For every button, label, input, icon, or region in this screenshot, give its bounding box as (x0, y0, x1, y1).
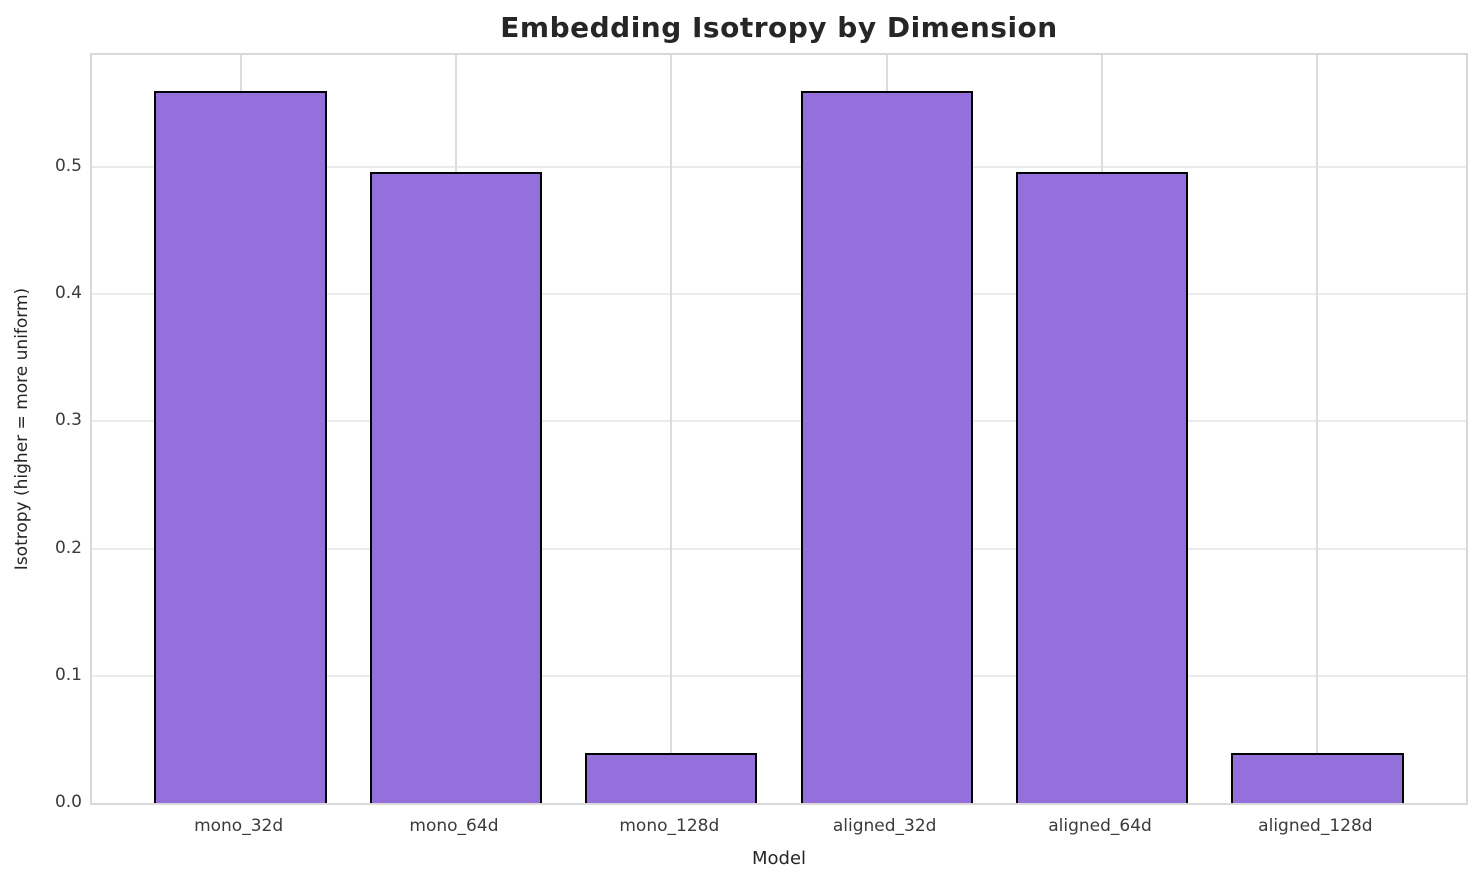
y-tick-label: 0.0 (54, 792, 82, 812)
x-axis-label: Model (751, 848, 807, 869)
x-tick-label: mono_32d (194, 816, 284, 836)
bar-mono_128d (585, 753, 758, 803)
x-tick-label: mono_64d (409, 816, 499, 836)
bar-aligned_64d (1015, 172, 1189, 803)
bar-mono_64d (369, 172, 543, 803)
plot-area (90, 53, 1468, 805)
h-gridline (92, 420, 1466, 423)
v-gridline (670, 55, 673, 803)
y-tick-label: 0.3 (54, 410, 82, 431)
x-tick-label: aligned_64d (1048, 816, 1152, 836)
y-tick-label: 0.1 (54, 664, 82, 685)
bar-mono_32d (154, 90, 327, 803)
bar-aligned_32d (800, 90, 973, 803)
y-tick-label: 0.2 (54, 537, 82, 558)
chart-title: Embedding Isotropy by Dimension (500, 11, 1058, 44)
h-gridline (92, 293, 1466, 296)
h-gridline (92, 547, 1466, 550)
v-gridline (1316, 55, 1319, 803)
h-gridline (92, 674, 1466, 677)
bar-aligned_128d (1231, 753, 1404, 803)
y-tick-label: 0.4 (54, 283, 82, 304)
x-tick-label: mono_128d (619, 816, 720, 836)
y-tick-label: 0.5 (54, 155, 82, 176)
x-tick-label: aligned_32d (832, 816, 937, 836)
x-tick-label: aligned_128d (1258, 816, 1373, 836)
h-gridline (92, 165, 1466, 168)
